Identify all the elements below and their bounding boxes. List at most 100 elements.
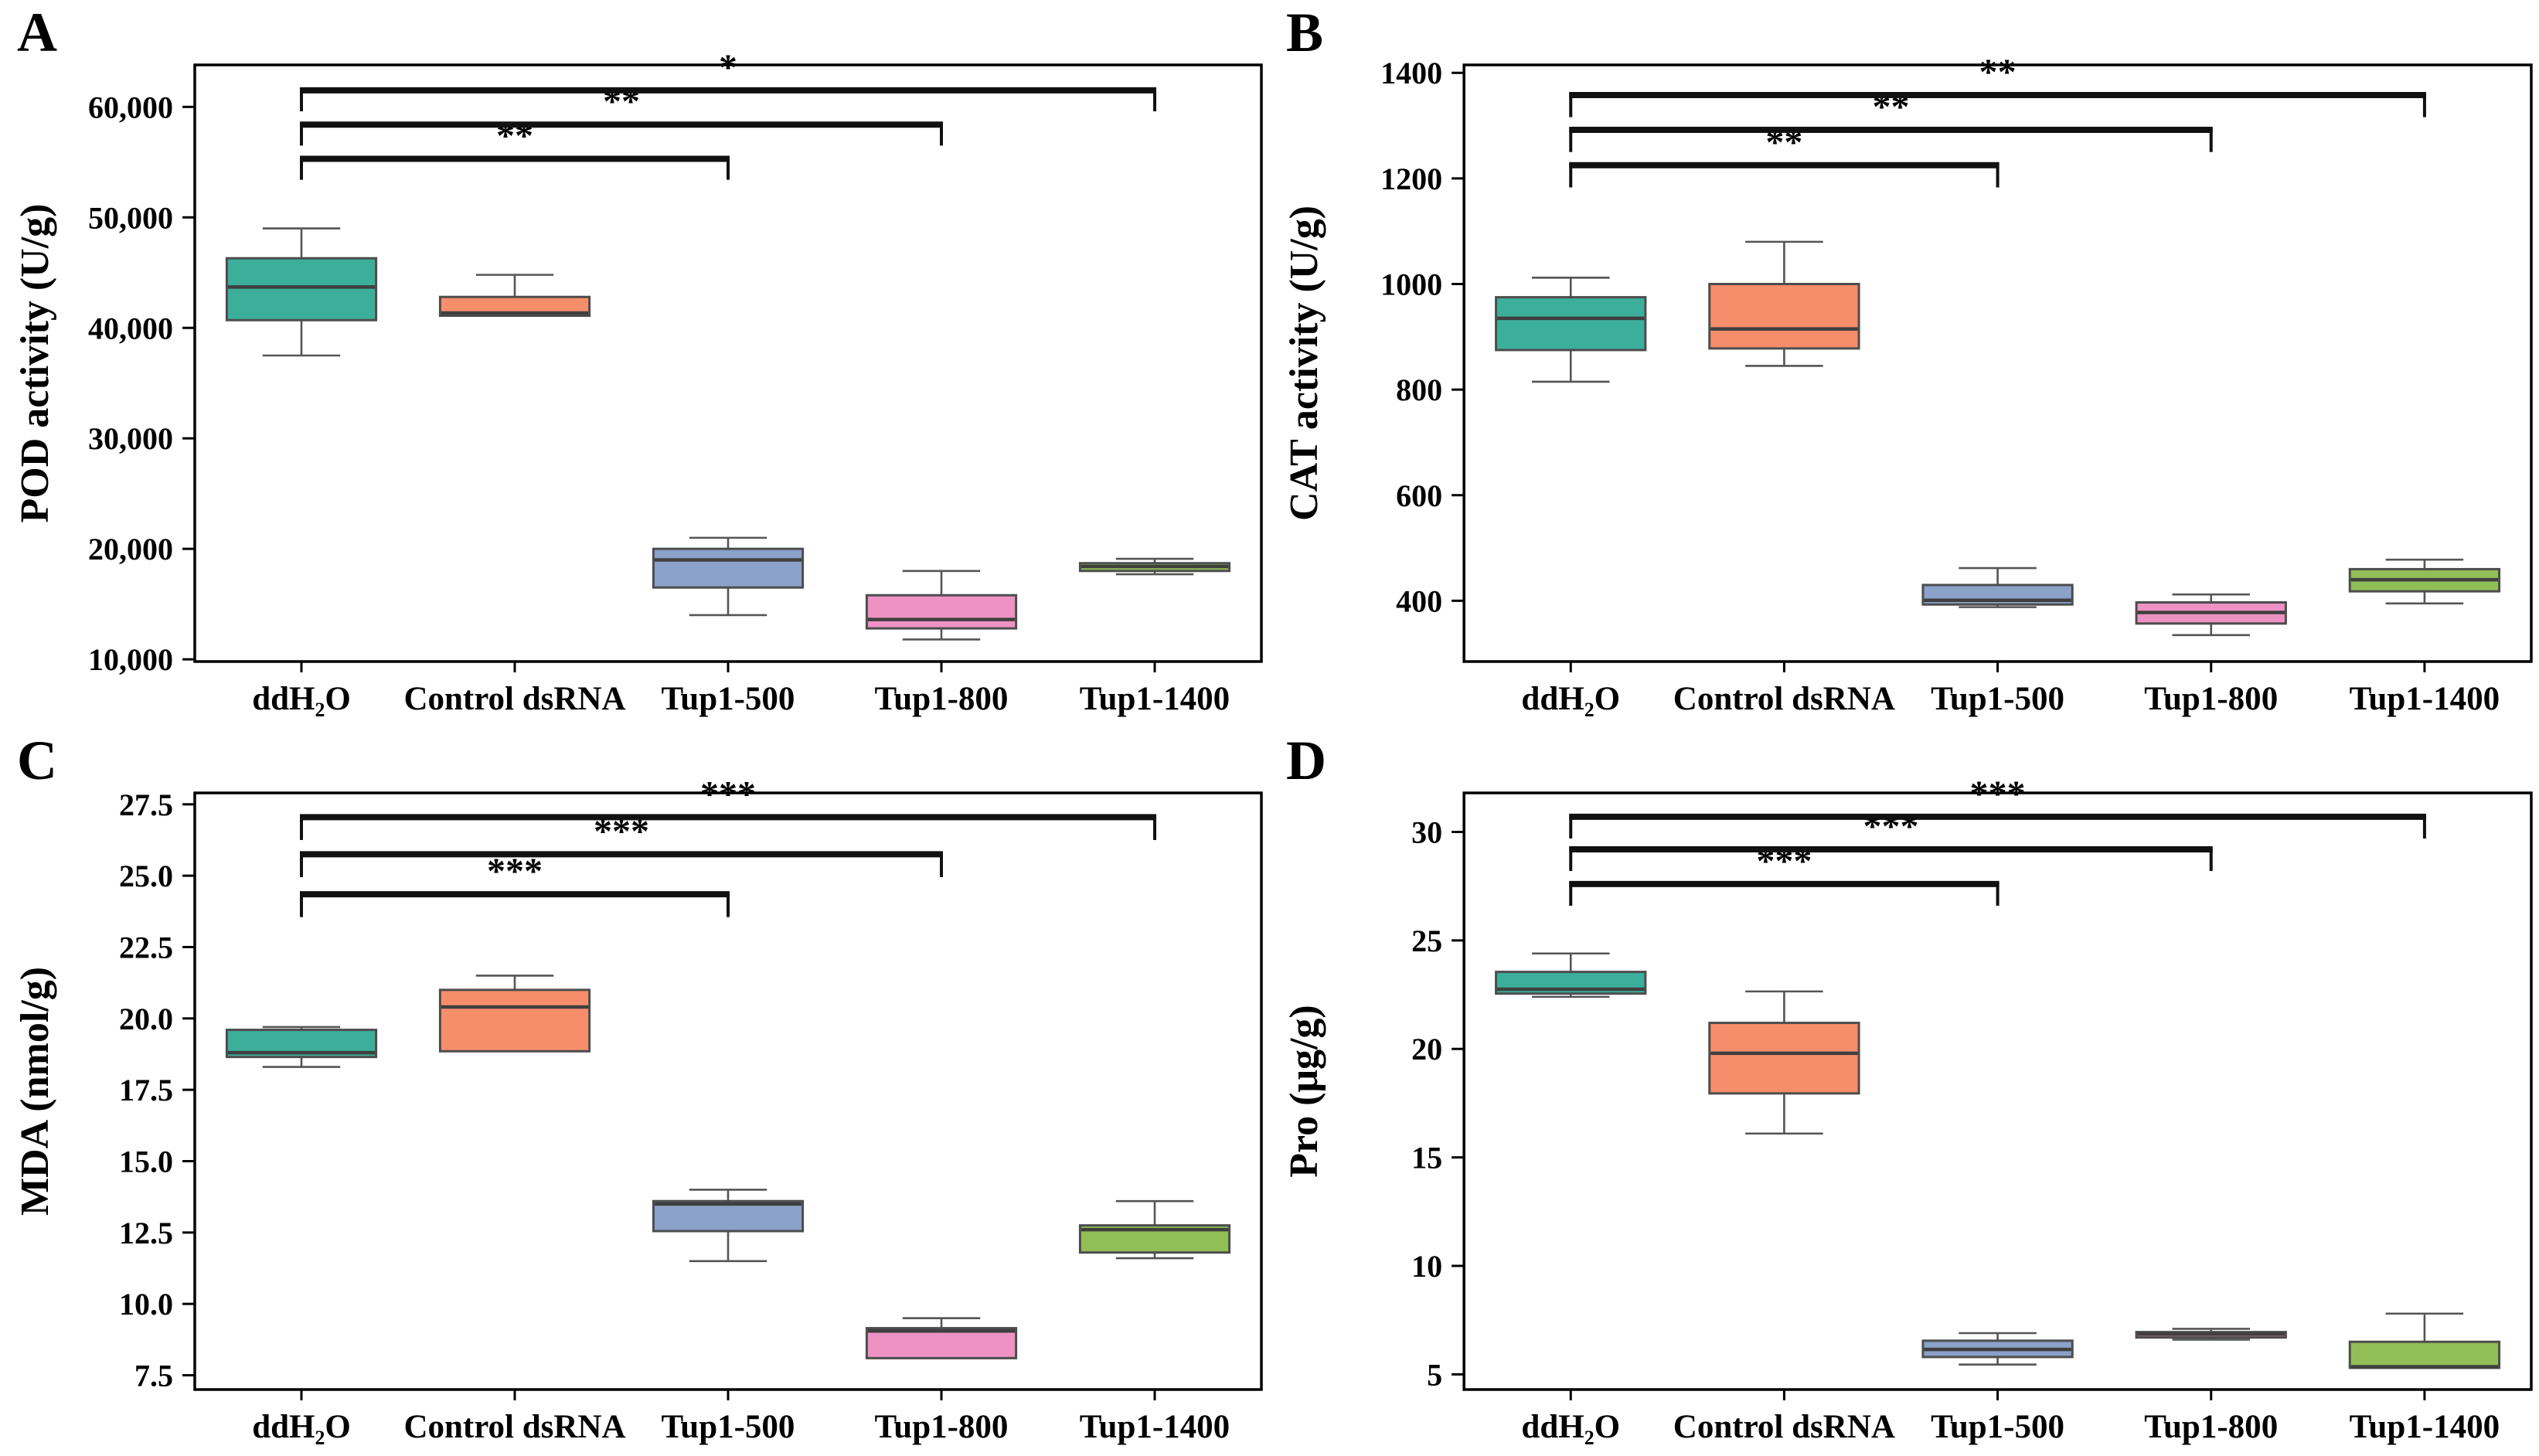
significance-bracket: *** [1569,774,2426,839]
significance-stars: *** [487,851,543,892]
x-category-label: Tup1-500 [1931,1409,2064,1445]
panel-label: A [17,2,57,63]
y-tick-label: 25.0 [119,859,173,893]
y-tick-label: 20.0 [119,1002,173,1036]
x-category-label: ddH₂O [1521,1409,1620,1445]
x-category-label: Tup1-1400 [2350,1409,2500,1445]
y-tick-label: 10.0 [119,1287,173,1322]
x-category-label: ddH₂O [1521,681,1620,717]
y-tick-label: 5 [1427,1357,1442,1392]
y-tick-label: 50,000 [88,200,173,235]
plot-border [193,791,1263,1391]
significance-stars: *** [1970,774,2026,815]
box [1708,283,1860,350]
box-group [652,1189,805,1263]
panel-d: D 5 10 15 20 25 30 ddH₂O Control dsRNA Tup1-500 T… [1269,728,2539,1456]
box-group [1078,1199,1231,1260]
significance-bracket: * [300,47,1156,112]
x-category-label: Control dsRNA [403,1409,625,1445]
x-category-label: Tup1-800 [875,681,1009,717]
y-tick-label: 600 [1396,478,1442,513]
panel-d-chart: 5 10 15 20 25 30 ddH₂O Control dsRNA Tup1-500 Tup… [1282,774,2533,1445]
y-tick-label: 10 [1411,1249,1442,1284]
y-tick-label: 7.5 [134,1359,173,1393]
box-group [2135,593,2287,637]
panel-label: C [17,730,57,791]
box [438,988,591,1053]
y-tick-label: 30 [1411,815,1442,850]
box [2348,1340,2501,1369]
x-category-label: ddH₂O [252,1409,351,1445]
y-tick-label: 27.5 [119,788,173,822]
box-group [1495,952,1647,998]
significance-bracket: ** [1569,52,2426,117]
y-axis-title: MDA (nmol/g) [13,967,57,1216]
box-group [865,1317,1018,1359]
y-tick-label: 1400 [1380,56,1442,90]
panel-label: B [1286,2,1324,63]
panel-c-chart: 7.5 10.0 12.5 15.0 17.5 20.0 22.5 25.0 27.5 ddH₂O… [13,774,1263,1445]
x-category-label: Tup1-1400 [2350,681,2500,717]
significance-stars: * [719,47,737,88]
y-tick-label: 15.0 [119,1144,173,1179]
panel-a: A 10,000 20,000 30,000 40,000 50,000 60,000 dd… [0,0,1269,728]
y-tick-label: 1200 [1380,162,1442,196]
x-category-label: Tup1-500 [1931,681,2064,717]
significance-stars: ** [1979,52,2017,93]
box [652,547,805,589]
y-axis-title: Pro (μg/g) [1282,1005,1326,1177]
x-category-label: Tup1-800 [2144,1409,2278,1445]
box-group [652,536,805,617]
y-tick-label: 17.5 [119,1073,173,1107]
y-tick-label: 22.5 [119,930,173,964]
box [225,257,378,321]
y-tick-label: 10,000 [88,642,173,677]
y-tick-label: 15 [1411,1141,1442,1175]
significance-bracket: *** [300,811,943,877]
y-tick-label: 800 [1396,373,1442,407]
panel-c: C 7.5 10.0 12.5 15.0 17.5 20.0 22.5 25.0 27.5 ddH… [0,728,1269,1456]
x-category-label: Tup1-500 [662,1409,795,1445]
panel-a-chart: 10,000 20,000 30,000 40,000 50,000 60,000 ddH₂… [13,47,1263,717]
x-category-label: Tup1-500 [662,681,795,717]
x-category-label: Control dsRNA [403,681,625,717]
box-group [865,570,1018,641]
box-group [438,975,591,1053]
x-category-label: Tup1-1400 [1080,1409,1230,1445]
box-group [2348,1312,2501,1369]
box-group [2135,1328,2287,1341]
significance-bracket: ** [1569,87,2213,152]
box [1495,296,1647,352]
x-category-label: Tup1-1400 [1080,681,1230,717]
y-tick-label: 400 [1396,583,1442,618]
x-category-label: Tup1-800 [2144,681,2278,717]
x-category-label: Control dsRNA [1673,681,1895,717]
box-group [225,1026,378,1068]
y-tick-label: 1000 [1380,267,1442,302]
y-axis-title: POD activity (U/g) [13,203,57,522]
y-tick-label: 60,000 [88,90,173,124]
significance-bracket: *** [300,774,1156,840]
y-tick-label: 20 [1411,1032,1442,1066]
box-group [1708,240,1860,367]
box-group [1921,1332,2074,1366]
box [865,1327,1018,1359]
significance-stars: *** [700,774,756,815]
box-group [1078,557,1231,576]
y-axis-title: CAT activity (U/g) [1282,206,1326,521]
y-tick-label: 30,000 [88,421,173,456]
y-tick-label: 40,000 [88,311,173,345]
significance-bracket: *** [1569,806,2213,872]
box-group [2348,558,2501,605]
significance-bracket: *** [300,851,730,917]
x-category-label: Control dsRNA [1673,1409,1895,1445]
box-group [225,227,378,357]
box-group [1921,566,2074,608]
box-group [1495,277,1647,383]
box [1708,1022,1860,1095]
x-category-label: ddH₂O [252,681,351,717]
box-group [1708,990,1860,1135]
y-tick-label: 20,000 [88,532,173,566]
y-tick-label: 25 [1411,924,1442,958]
